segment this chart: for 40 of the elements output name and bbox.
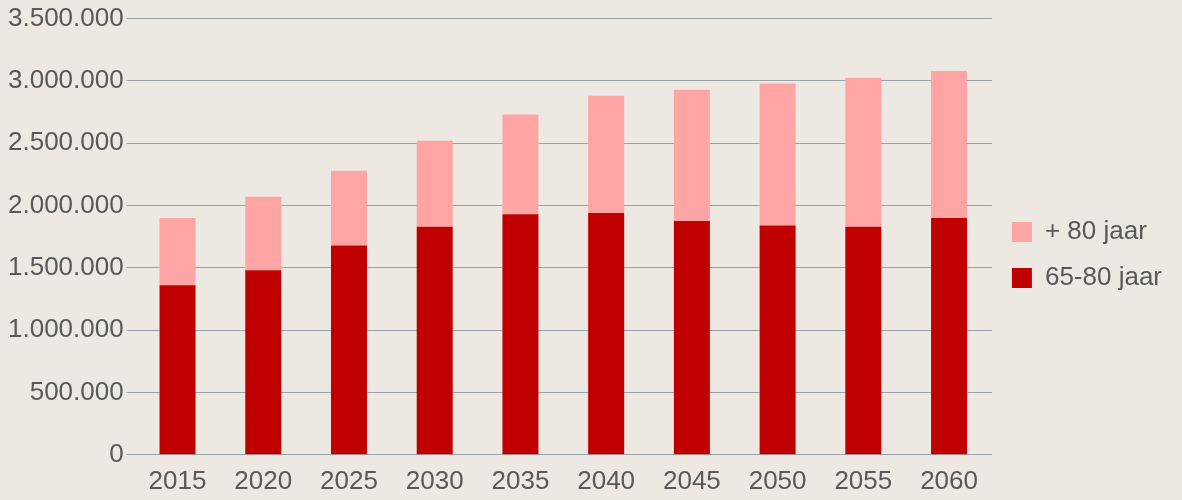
bar (502, 114, 539, 215)
bar (502, 214, 539, 455)
y-tick-label: 3.000.000 (8, 64, 124, 95)
y-tick-label: 500.000 (29, 375, 124, 406)
legend-label: 65-80 jaar (1044, 261, 1163, 292)
bar (759, 83, 796, 226)
bar (673, 89, 710, 222)
y-tick-label: 2.000.000 (8, 188, 124, 219)
bar (330, 170, 367, 246)
bar (416, 226, 453, 455)
bar (931, 218, 968, 455)
bar (330, 245, 367, 455)
bar (759, 225, 796, 455)
bar (245, 270, 282, 455)
y-tick-label: 1.000.000 (8, 313, 124, 344)
x-tick-label: 2030 (405, 464, 464, 495)
x-tick-label: 2035 (491, 464, 550, 495)
bar (845, 226, 882, 455)
bar (245, 196, 282, 271)
x-tick-label: 2015 (148, 464, 207, 495)
x-tick-label: 2060 (920, 464, 978, 495)
x-tick-label: 2020 (234, 464, 293, 495)
y-tick-label: 2.500.000 (8, 126, 124, 157)
y-tick-label: 1.500.000 (8, 251, 124, 282)
bar (588, 95, 625, 214)
bar (673, 221, 710, 455)
x-tick-label: 2025 (320, 464, 378, 495)
bar (159, 285, 196, 455)
bar (588, 213, 625, 455)
legend-label: + 80 jaar (1044, 215, 1148, 246)
bar (845, 77, 882, 227)
x-tick-label: 2040 (577, 464, 636, 495)
bar (931, 70, 968, 219)
x-tick-label: 2055 (834, 464, 893, 495)
bar (416, 140, 453, 227)
x-tick-label: 2050 (748, 464, 807, 495)
y-tick-label: 0 (109, 437, 124, 468)
bar (159, 218, 196, 286)
y-tick-label: 3.500.000 (8, 1, 124, 32)
x-tick-label: 2045 (662, 464, 721, 495)
